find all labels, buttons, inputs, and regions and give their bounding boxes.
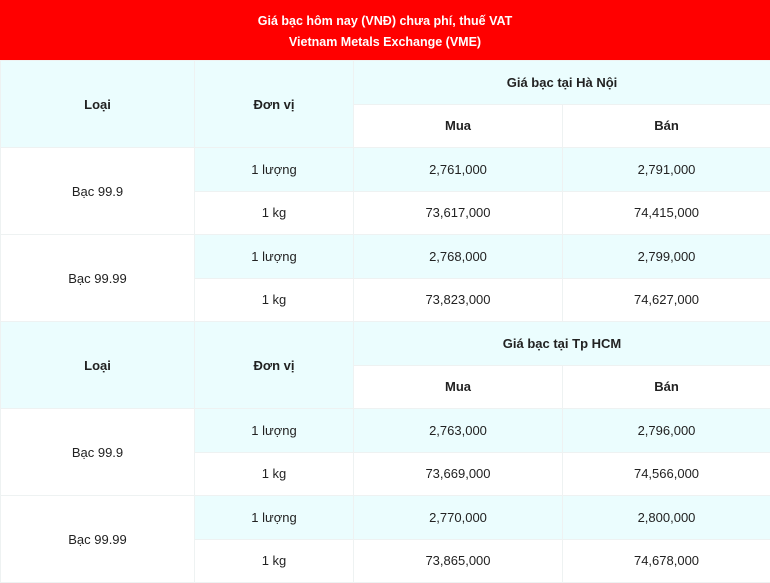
header-unit: Đơn vị xyxy=(195,322,354,409)
header-unit: Đơn vị xyxy=(195,61,354,148)
sell-price-cell: 74,627,000 xyxy=(563,278,770,322)
unit-cell: 1 lượng xyxy=(195,496,354,540)
buy-price-cell: 73,865,000 xyxy=(354,539,563,583)
unit-cell: 1 lượng xyxy=(195,148,354,192)
unit-cell: 1 kg xyxy=(195,539,354,583)
silver-type-cell: Bạc 99.99 xyxy=(1,496,195,583)
unit-cell: 1 kg xyxy=(195,278,354,322)
title-line-2: Vietnam Metals Exchange (VME) xyxy=(0,32,770,53)
buy-price-cell: 73,617,000 xyxy=(354,191,563,235)
header-sell: Bán xyxy=(563,365,770,409)
header-sell: Bán xyxy=(563,104,770,148)
sell-price-cell: 74,415,000 xyxy=(563,191,770,235)
buy-price-cell: 73,823,000 xyxy=(354,278,563,322)
table-title: Giá bạc hôm nay (VNĐ) chưa phí, thuế VAT… xyxy=(0,0,770,60)
unit-cell: 1 kg xyxy=(195,452,354,496)
sell-price-cell: 74,566,000 xyxy=(563,452,770,496)
header-location: Giá bạc tại Tp HCM xyxy=(354,322,770,366)
buy-price-cell: 2,768,000 xyxy=(354,235,563,279)
buy-price-cell: 2,763,000 xyxy=(354,409,563,453)
silver-type-cell: Bạc 99.99 xyxy=(1,235,195,322)
header-buy: Mua xyxy=(354,104,563,148)
silver-type-cell: Bạc 99.9 xyxy=(1,148,195,235)
unit-cell: 1 kg xyxy=(195,191,354,235)
title-line-1: Giá bạc hôm nay (VNĐ) chưa phí, thuế VAT xyxy=(0,11,770,32)
buy-price-cell: 73,669,000 xyxy=(354,452,563,496)
silver-type-cell: Bạc 99.9 xyxy=(1,409,195,496)
unit-cell: 1 lượng xyxy=(195,235,354,279)
buy-price-cell: 2,761,000 xyxy=(354,148,563,192)
sell-price-cell: 74,678,000 xyxy=(563,539,770,583)
header-location: Giá bạc tại Hà Nội xyxy=(354,61,770,105)
sell-price-cell: 2,791,000 xyxy=(563,148,770,192)
sell-price-cell: 2,800,000 xyxy=(563,496,770,540)
sell-price-cell: 2,799,000 xyxy=(563,235,770,279)
buy-price-cell: 2,770,000 xyxy=(354,496,563,540)
header-type: Loại xyxy=(1,61,195,148)
unit-cell: 1 lượng xyxy=(195,409,354,453)
header-type: Loại xyxy=(1,322,195,409)
sell-price-cell: 2,796,000 xyxy=(563,409,770,453)
header-buy: Mua xyxy=(354,365,563,409)
